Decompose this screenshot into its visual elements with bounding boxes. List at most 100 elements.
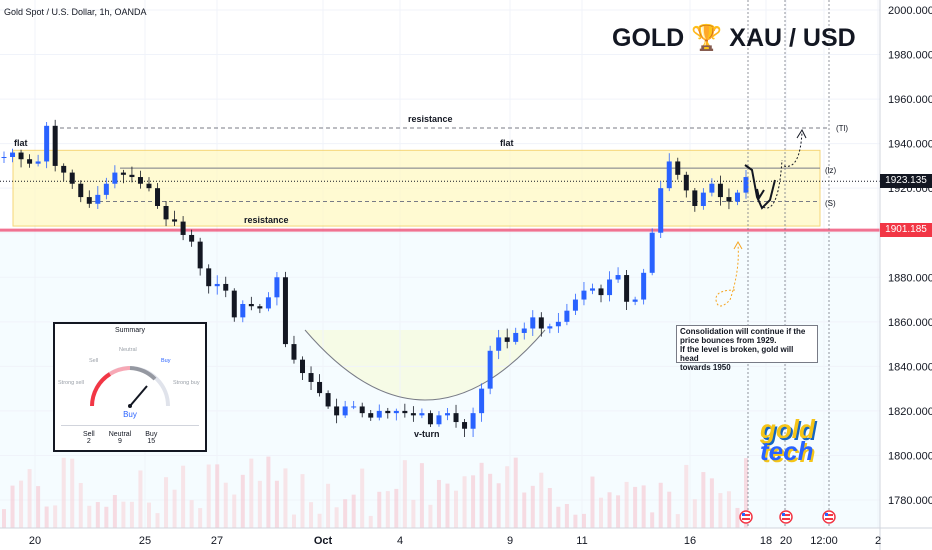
candle-body	[504, 337, 510, 342]
resistance-label-mid: resistance	[244, 215, 289, 225]
y-tick-label: 1800.000	[888, 450, 932, 462]
volume-bar	[44, 506, 49, 528]
candle-body	[69, 172, 75, 184]
gauge-sell: Sell	[89, 358, 99, 364]
volume-bar	[462, 476, 467, 528]
volume-bar	[70, 458, 75, 528]
candle-body	[146, 183, 152, 189]
candle-body	[137, 177, 143, 184]
candle-body	[479, 388, 485, 414]
v-turn-label: v-turn	[414, 429, 440, 439]
volume-bar	[232, 494, 237, 528]
x-tick-label: 27	[211, 535, 223, 547]
candle-body	[257, 306, 263, 309]
big-title: GOLD 🏆 XAU / USD	[612, 24, 856, 53]
candle-body	[675, 161, 681, 175]
volume-bar	[411, 499, 416, 528]
technical-summary-widget[interactable]: Summary Strong sell Sell Neutral Buy Str…	[53, 322, 207, 452]
flat-label-top: flat	[500, 138, 514, 148]
volume-bar	[223, 482, 228, 528]
us-flag-icon[interactable]	[739, 510, 753, 524]
volume-bar	[590, 476, 595, 528]
candle-body	[598, 288, 604, 296]
volume-bar	[121, 501, 126, 528]
candle-body	[1, 157, 7, 158]
volume-bar	[530, 485, 535, 528]
volume-bar	[266, 456, 271, 528]
volume-bar	[326, 483, 331, 528]
volume-bar	[496, 483, 501, 528]
volume-bar	[10, 485, 15, 528]
candle-body	[572, 299, 578, 311]
summary-counts: Sell 2 Neutral 9 Buy 15	[83, 431, 157, 445]
candle-body	[351, 406, 357, 408]
us-flag-icon[interactable]	[779, 510, 793, 524]
candle-body	[300, 359, 306, 374]
volume-bar	[641, 485, 646, 528]
candle-body	[734, 192, 740, 202]
candle-body	[291, 344, 297, 360]
volume-bar	[95, 502, 100, 528]
candle-body	[666, 161, 672, 189]
candle-body	[78, 183, 84, 198]
x-tick-label: 25	[139, 535, 151, 547]
x-tick-label: 2	[875, 535, 881, 547]
candle-body	[197, 241, 203, 269]
x-tick-label: 4	[397, 535, 403, 547]
candle-body	[615, 275, 621, 280]
volume-bar	[240, 474, 245, 528]
volume-bar	[454, 490, 459, 528]
volume-bar	[155, 513, 160, 528]
candle-body	[368, 413, 374, 418]
candle-body	[462, 422, 468, 429]
volume-bar	[172, 489, 177, 528]
gauge-buy: Buy	[161, 358, 171, 364]
candle-body	[717, 183, 723, 198]
support-price-label: 1901.185	[880, 223, 932, 238]
volume-bar	[573, 514, 578, 528]
volume-bar	[164, 477, 169, 528]
projection-arrow-down	[744, 164, 776, 210]
big-title-gold: GOLD	[612, 24, 685, 52]
volume-bar	[675, 514, 680, 528]
gauge-strong-sell: Strong sell	[58, 380, 84, 386]
volume-bar	[564, 503, 569, 528]
candle-body	[700, 192, 706, 206]
analysis-note: Consolidation will continue if the price…	[676, 325, 818, 372]
candle-body	[692, 190, 698, 206]
candle-body	[240, 304, 246, 318]
candle-body	[658, 188, 664, 233]
candle-body	[649, 232, 655, 273]
big-title-pair: XAU / USD	[729, 24, 856, 52]
us-flag-icon[interactable]	[822, 510, 836, 524]
y-tick-label: 1860.000	[888, 317, 932, 329]
volume-bar	[146, 502, 151, 528]
volume-bars	[2, 456, 748, 528]
lz-tag: (lz)	[825, 166, 836, 175]
candle-body	[248, 304, 254, 307]
volume-bar	[104, 506, 109, 528]
volume-bar	[198, 508, 203, 528]
candle-body	[265, 297, 271, 309]
candle-body	[538, 317, 544, 329]
count-neutral: Neutral 9	[108, 431, 132, 445]
volume-bar	[283, 468, 288, 528]
candle-body	[444, 413, 450, 416]
volume-bar	[436, 479, 441, 528]
candle-body	[470, 413, 476, 429]
x-axis-ticks: 20 25 27 Oct 4 9 11 16 18 20 12:00 2	[29, 535, 881, 547]
candle-body	[129, 174, 135, 178]
candle-body	[547, 326, 553, 329]
x-tick-label: 20	[780, 535, 792, 547]
volume-bar	[479, 462, 484, 528]
candle-body	[726, 197, 732, 202]
candle-body	[206, 268, 212, 287]
y-tick-label: 1960.000	[888, 94, 932, 106]
volume-bar	[36, 486, 41, 528]
volume-bar	[726, 491, 731, 528]
summary-result: Buy	[123, 410, 137, 419]
goldtech-logo: gold tech	[760, 414, 815, 466]
volume-bar	[471, 475, 476, 528]
candle-body	[410, 413, 416, 416]
